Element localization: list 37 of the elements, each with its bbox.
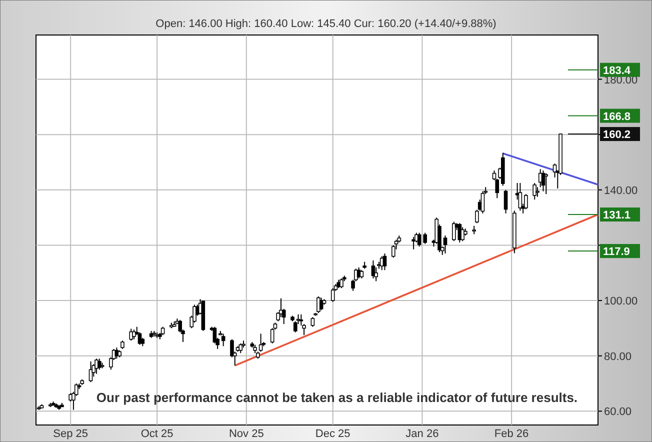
y-tick-label: 60.00 [604, 406, 632, 418]
x-tick-label: Nov 25 [228, 428, 264, 440]
candlestick [443, 235, 448, 254]
annotation: Our past performance cannot be taken as a reliable indicator of future results. [96, 390, 578, 405]
candlestick [238, 342, 243, 354]
candlestick [452, 221, 456, 242]
candlestick [524, 194, 528, 210]
candlestick [460, 226, 464, 242]
candlestick [382, 253, 387, 271]
y-tick-label: 140.00 [604, 184, 638, 197]
candlestick [480, 190, 485, 214]
x-tick-label: Jan 26 [406, 428, 439, 440]
ref-line-label: 117.9 [603, 246, 630, 258]
ref-line-label: 160.2 [603, 129, 631, 142]
candlestick [330, 288, 335, 302]
candlestick [504, 189, 508, 214]
y-tick-label: 100.00 [604, 296, 638, 308]
candlestick [536, 186, 540, 198]
chart-subtitle: Open: 146.00 High: 160.40 Low: 145.40 Cur: 160.20 (+14.40/+9.88%) [156, 18, 496, 30]
candlestick [340, 278, 344, 289]
x-tick-label: Feb 26 [494, 428, 529, 440]
candlestick [132, 329, 136, 340]
x-tick-label: Sep 25 [53, 428, 88, 440]
candlestick [221, 333, 226, 347]
candlestick [310, 316, 315, 328]
x-tick-label: Dec 25 [315, 428, 350, 440]
candlestick [299, 314, 304, 326]
candlestick [98, 358, 102, 370]
candlestick [417, 232, 422, 248]
ref-line-label: 183.4 [603, 64, 632, 77]
x-tick-label: Oct 25 [140, 428, 174, 440]
ref-line-label: 166.8 [603, 110, 631, 123]
candlestick [544, 172, 548, 195]
y-tick-label: 80.00 [604, 350, 632, 363]
ref-line-label: 131.1 [603, 210, 631, 222]
candlestick [532, 182, 536, 200]
candlestick [423, 232, 427, 244]
